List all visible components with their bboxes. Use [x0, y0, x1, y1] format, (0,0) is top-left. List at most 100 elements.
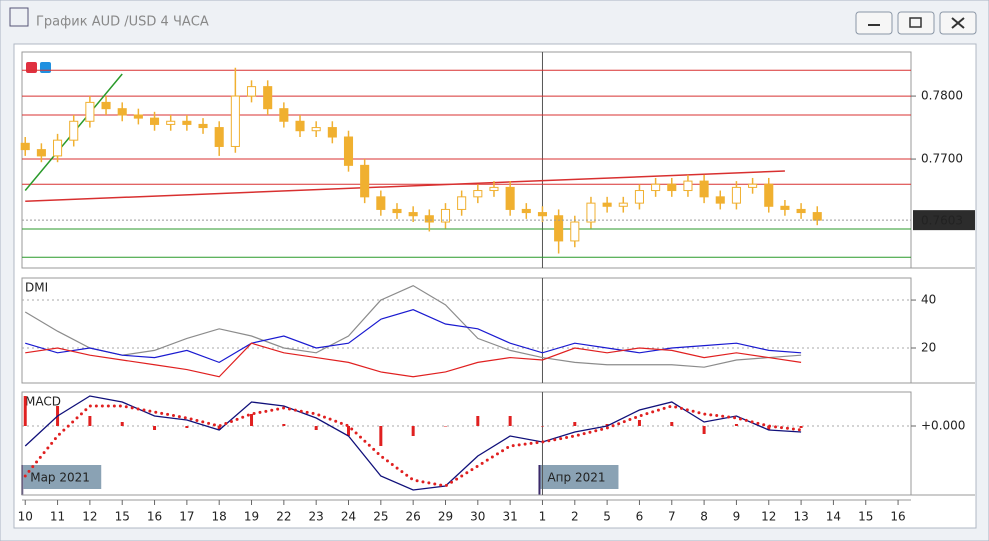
histogram-bar	[282, 424, 286, 426]
histogram-bar	[120, 422, 124, 426]
candle-body	[408, 212, 418, 217]
window-title: График AUD /USD 4 ЧАСА	[36, 15, 209, 30]
candle-body	[311, 127, 321, 132]
histogram-bar	[799, 426, 803, 428]
candle-body	[440, 208, 451, 223]
candle-body	[618, 202, 628, 207]
candle-body	[489, 186, 499, 192]
candle-body	[36, 149, 46, 157]
panel-frame	[21, 277, 912, 384]
candle-body	[521, 208, 531, 214]
x-tick-label: 7	[668, 510, 676, 524]
x-tick-label: 23	[309, 510, 324, 524]
histogram-bar	[347, 426, 351, 436]
histogram-bar	[153, 426, 157, 430]
histogram-bar	[702, 426, 706, 434]
candle-body	[731, 186, 741, 204]
histogram-bar	[443, 426, 447, 427]
last-price-label: 0.7603	[921, 214, 963, 228]
x-tick-label: 12	[761, 510, 776, 524]
candle-body	[505, 186, 515, 210]
candle-body	[150, 117, 160, 125]
period-marker-label: Апр 2021	[547, 471, 605, 485]
indicator-line	[24, 284, 802, 368]
maximize-icon	[909, 17, 922, 28]
histogram-bar	[314, 426, 318, 430]
candle-body	[651, 183, 661, 192]
x-tick-label: 16	[147, 510, 162, 524]
x-tick-label: 29	[438, 510, 453, 524]
candle-body	[198, 123, 208, 129]
candle-body	[117, 108, 127, 116]
x-tick-label: 19	[244, 510, 259, 524]
candle-body	[166, 120, 176, 125]
histogram-bar	[637, 420, 641, 426]
candle-body	[343, 136, 354, 166]
candle-body	[667, 183, 677, 192]
x-tick-label: 26	[406, 510, 421, 524]
panel-frame	[21, 391, 912, 496]
x-tick-label: 30	[470, 510, 485, 524]
x-tick-label: 22	[276, 510, 291, 524]
last-price-box	[913, 210, 975, 231]
candle-body	[634, 190, 644, 204]
histogram-bar	[508, 416, 512, 426]
indicator-line	[25, 342, 802, 378]
x-tick-label: 14	[826, 510, 841, 524]
trend-line	[25, 170, 785, 202]
candle-body	[392, 208, 402, 214]
candle-body	[295, 120, 305, 132]
x-tick-label: 6	[636, 510, 644, 524]
buy-icon[interactable]	[40, 62, 51, 73]
candle-body	[602, 202, 612, 207]
candle-body	[424, 215, 434, 223]
candle-body	[812, 212, 822, 221]
signal-line	[23, 404, 803, 488]
x-tick-label: 2	[571, 510, 579, 524]
candle-body	[376, 196, 386, 210]
x-tick-label: 9	[733, 510, 741, 524]
maximize-button[interactable]	[897, 11, 935, 35]
y-tick-label: 0.7700	[921, 152, 963, 166]
histogram-bar	[217, 426, 221, 430]
y-tick-label: 40	[921, 293, 936, 307]
minimize-button[interactable]	[855, 11, 893, 35]
candle-body	[796, 208, 806, 214]
x-tick-label: 17	[179, 510, 194, 524]
candle-body	[360, 164, 370, 198]
candle-body	[230, 95, 240, 147]
histogram-bar	[767, 426, 771, 430]
sell-icon[interactable]	[26, 62, 37, 73]
histogram-bar	[185, 426, 189, 428]
period-marker-label: Мар 2021	[30, 471, 90, 485]
candle-body	[748, 183, 758, 188]
histogram-bar	[88, 416, 92, 426]
x-tick-label: 13	[793, 510, 808, 524]
candle-body	[133, 114, 143, 119]
candle-body	[537, 212, 548, 217]
y-tick-label: +0.000	[921, 419, 965, 433]
x-tick-label: 1	[539, 510, 547, 524]
macd-line	[24, 395, 802, 491]
candle-body	[279, 108, 289, 122]
candle-body	[182, 120, 192, 125]
x-tick-label: 8	[700, 510, 708, 524]
x-tick-label: 11	[50, 510, 65, 524]
y-tick-label: 20	[921, 341, 936, 355]
histogram-bar	[670, 422, 674, 426]
candle-body	[246, 86, 257, 97]
histogram-bar	[605, 424, 609, 426]
candle-body	[20, 142, 30, 151]
candle-body	[457, 196, 467, 210]
histogram-bar	[476, 416, 480, 426]
candle-body	[101, 101, 111, 110]
x-tick-label: 24	[341, 510, 356, 524]
x-tick-label: 31	[503, 510, 518, 524]
app-icon	[9, 7, 29, 27]
candle-body	[85, 101, 95, 122]
candle-body	[570, 221, 580, 242]
candle-body	[764, 183, 774, 207]
x-tick-label: 5	[603, 510, 611, 524]
x-tick-label: 15	[115, 510, 130, 524]
